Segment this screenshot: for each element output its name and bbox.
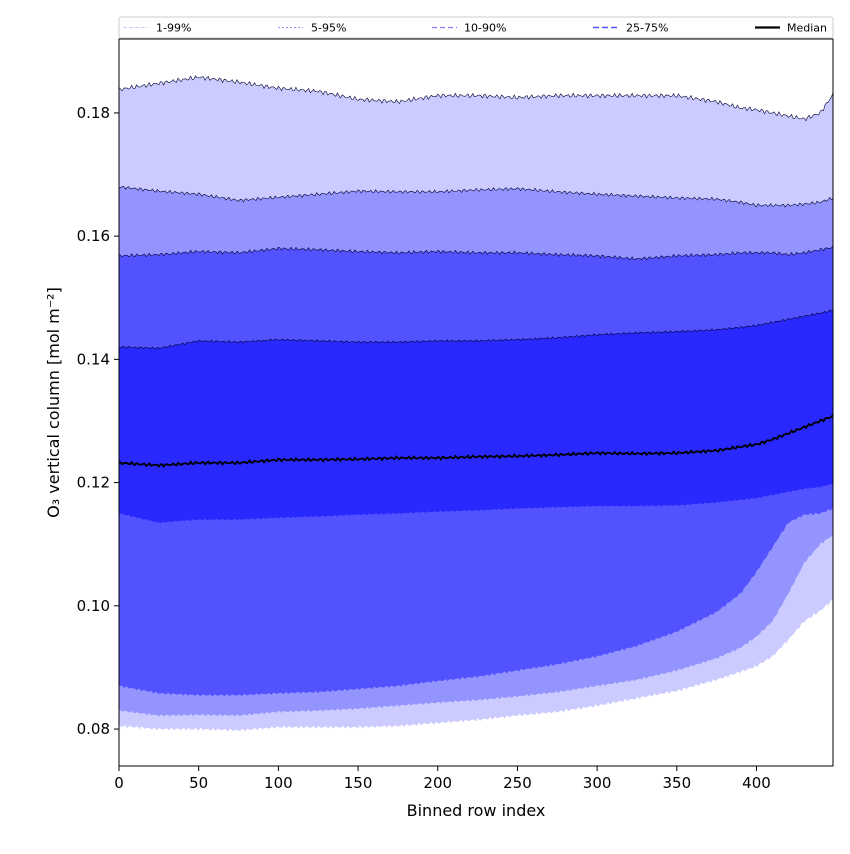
y-tick-label: 0.16 <box>77 227 110 245</box>
y-tick-label: 0.18 <box>77 104 110 122</box>
x-tick-label: 50 <box>189 774 208 792</box>
y-tick-label: 0.12 <box>77 474 110 492</box>
x-tick-label: 300 <box>583 774 612 792</box>
legend-label-10-90%: 10-90% <box>464 22 506 35</box>
x-tick-label: 0 <box>114 774 124 792</box>
legend-label-Median: Median <box>787 22 827 35</box>
band-upper-edge-25-75% <box>118 309 834 350</box>
bands-layer <box>119 75 833 732</box>
band-upper-edge-1-99% <box>118 75 834 122</box>
x-tick-label: 200 <box>423 774 452 792</box>
x-tick-label: 350 <box>662 774 691 792</box>
legend-label-25-75%: 25-75% <box>626 22 668 35</box>
legend-box <box>118 16 834 39</box>
x-tick-label: 100 <box>264 774 293 792</box>
y-axis-label: O₃ vertical column [mol m⁻²] <box>44 287 63 518</box>
median-layer <box>118 414 834 468</box>
band-upper-edge-5-95% <box>118 186 834 208</box>
legend-label-5-95%: 5-95% <box>311 22 346 35</box>
legend-label-1-99%: 1-99% <box>156 22 191 35</box>
x-tick-label: 150 <box>344 774 373 792</box>
x-axis-label: Binned row index <box>407 801 546 820</box>
x-axis-ticks: 0 50 100 150 200 250 300 350 400 <box>114 766 771 792</box>
plot-frame <box>118 38 834 767</box>
band-edges-layer <box>118 75 834 350</box>
band-upper-edge-10-90% <box>118 245 834 261</box>
median-line <box>118 414 834 468</box>
y-axis-ticks: 0.08 0.10 0.12 0.14 0.16 0.18 <box>77 104 119 738</box>
band-25-75% <box>119 309 833 524</box>
x-tick-label: 400 <box>742 774 771 792</box>
y-tick-label: 0.08 <box>77 720 110 738</box>
y-tick-label: 0.10 <box>77 597 110 615</box>
y-tick-label: 0.14 <box>77 350 110 368</box>
legend: 1-99% 5-95% 10-90% 25-75% Median <box>118 16 834 39</box>
x-tick-label: 250 <box>503 774 532 792</box>
